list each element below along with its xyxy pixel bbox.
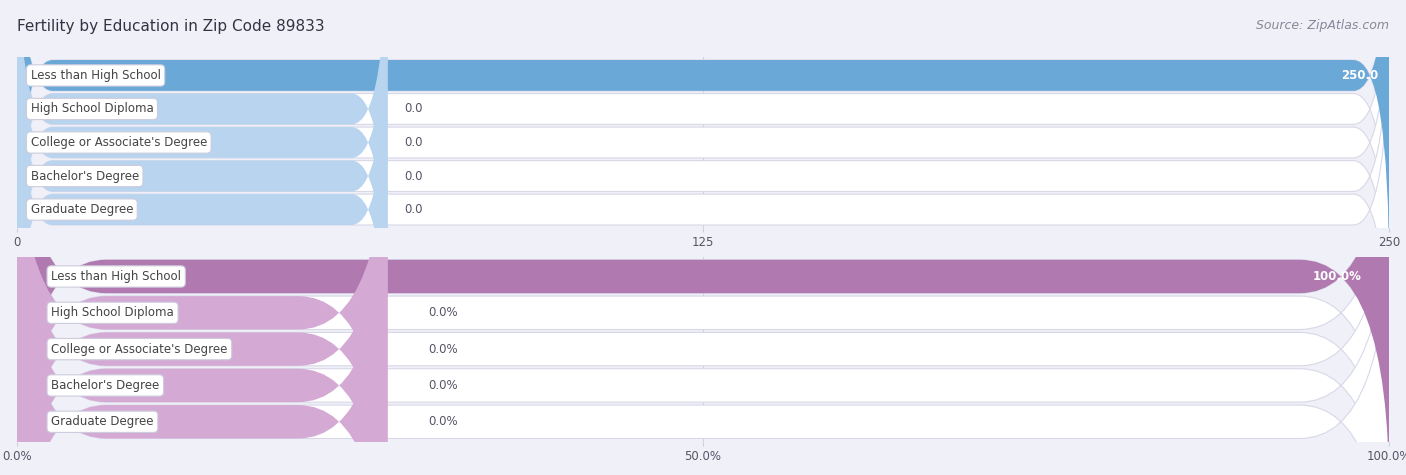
FancyBboxPatch shape	[17, 0, 388, 379]
Text: 0.0%: 0.0%	[429, 342, 458, 356]
FancyBboxPatch shape	[17, 94, 388, 475]
FancyBboxPatch shape	[17, 94, 1389, 475]
Text: 100.0%: 100.0%	[1313, 270, 1361, 283]
Text: 0.0: 0.0	[404, 103, 422, 115]
Text: 250.0: 250.0	[1341, 69, 1378, 82]
Text: College or Associate's Degree: College or Associate's Degree	[31, 136, 207, 149]
FancyBboxPatch shape	[17, 0, 1389, 345]
FancyBboxPatch shape	[17, 166, 1389, 475]
Text: Graduate Degree: Graduate Degree	[51, 415, 153, 428]
FancyBboxPatch shape	[17, 0, 1389, 278]
FancyBboxPatch shape	[17, 166, 388, 475]
Text: Less than High School: Less than High School	[51, 270, 181, 283]
Text: College or Associate's Degree: College or Associate's Degree	[51, 342, 228, 356]
FancyBboxPatch shape	[17, 202, 388, 475]
FancyBboxPatch shape	[17, 57, 1389, 475]
FancyBboxPatch shape	[17, 0, 388, 312]
Text: Bachelor's Degree: Bachelor's Degree	[51, 379, 159, 392]
FancyBboxPatch shape	[17, 7, 388, 412]
FancyBboxPatch shape	[17, 202, 1389, 475]
Text: Bachelor's Degree: Bachelor's Degree	[31, 170, 139, 182]
FancyBboxPatch shape	[17, 0, 1389, 379]
Text: 0.0%: 0.0%	[429, 379, 458, 392]
Text: 0.0: 0.0	[404, 170, 422, 182]
FancyBboxPatch shape	[17, 130, 388, 475]
FancyBboxPatch shape	[17, 0, 388, 345]
FancyBboxPatch shape	[17, 7, 1389, 412]
Text: 0.0: 0.0	[404, 203, 422, 216]
Text: 0.0: 0.0	[404, 136, 422, 149]
FancyBboxPatch shape	[17, 57, 1389, 475]
Text: 0.0%: 0.0%	[429, 415, 458, 428]
FancyBboxPatch shape	[17, 130, 1389, 475]
Text: Source: ZipAtlas.com: Source: ZipAtlas.com	[1256, 19, 1389, 32]
Text: Fertility by Education in Zip Code 89833: Fertility by Education in Zip Code 89833	[17, 19, 325, 34]
Text: High School Diploma: High School Diploma	[31, 103, 153, 115]
Text: High School Diploma: High School Diploma	[51, 306, 174, 319]
Text: 0.0%: 0.0%	[429, 306, 458, 319]
Text: Less than High School: Less than High School	[31, 69, 160, 82]
FancyBboxPatch shape	[17, 0, 1389, 312]
FancyBboxPatch shape	[17, 0, 1389, 278]
Text: Graduate Degree: Graduate Degree	[31, 203, 134, 216]
